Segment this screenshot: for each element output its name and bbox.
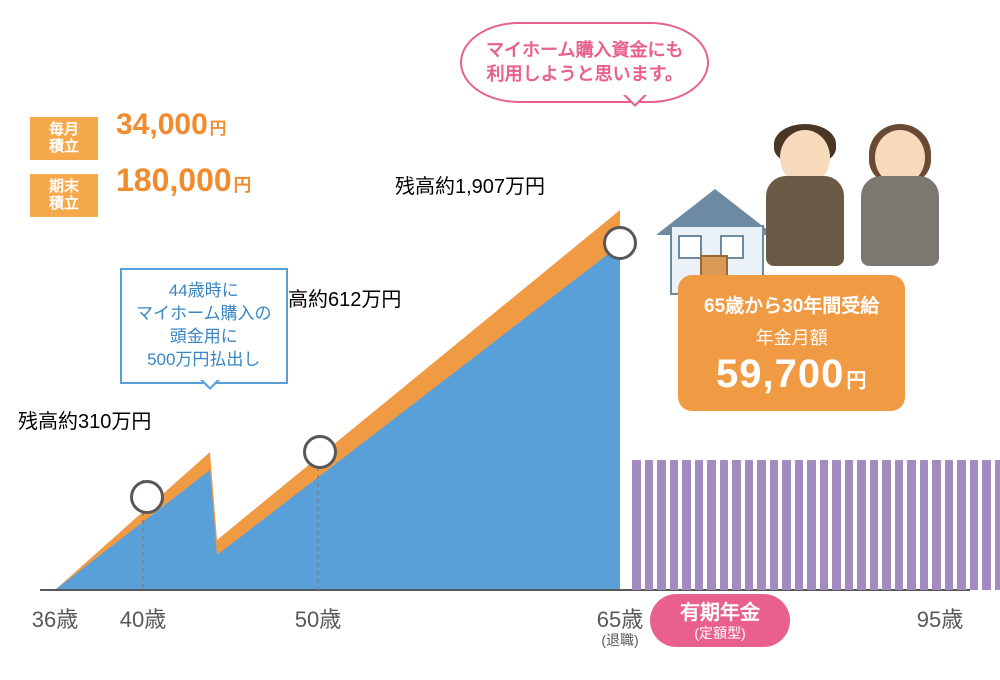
balance-50-marker [303,435,337,469]
pension-pill-sub: (定額型) [680,625,760,641]
axis-tick-sub: (退職) [601,630,638,650]
callout-age-44: 44歳時に マイホーム購入の 頭金用に 500万円払出し [120,268,288,384]
axis-tick: 36歳 [32,602,78,634]
axis-tick: 50歳 [295,602,341,634]
balance-65-label: 残高約1,907万円 [395,170,545,199]
balance-40-label: 残高約310万円 [18,405,151,434]
pension-pill-title: 有期年金 [680,602,760,625]
pension-pill: 有期年金 (定額型) [650,594,790,647]
balance-50-label: 残高約612万円 [268,283,401,312]
balance-40-marker [130,480,164,514]
balance-65-marker [603,226,637,260]
infographic-stage: 毎月 積立 34,000円 期末 積立 180,000円 マイホーム購入資金にも… [0,0,1000,680]
axis-tick: 95歳 [917,602,963,634]
pension-payout-bars [632,460,1000,590]
axis-tick: 40歳 [120,602,166,634]
